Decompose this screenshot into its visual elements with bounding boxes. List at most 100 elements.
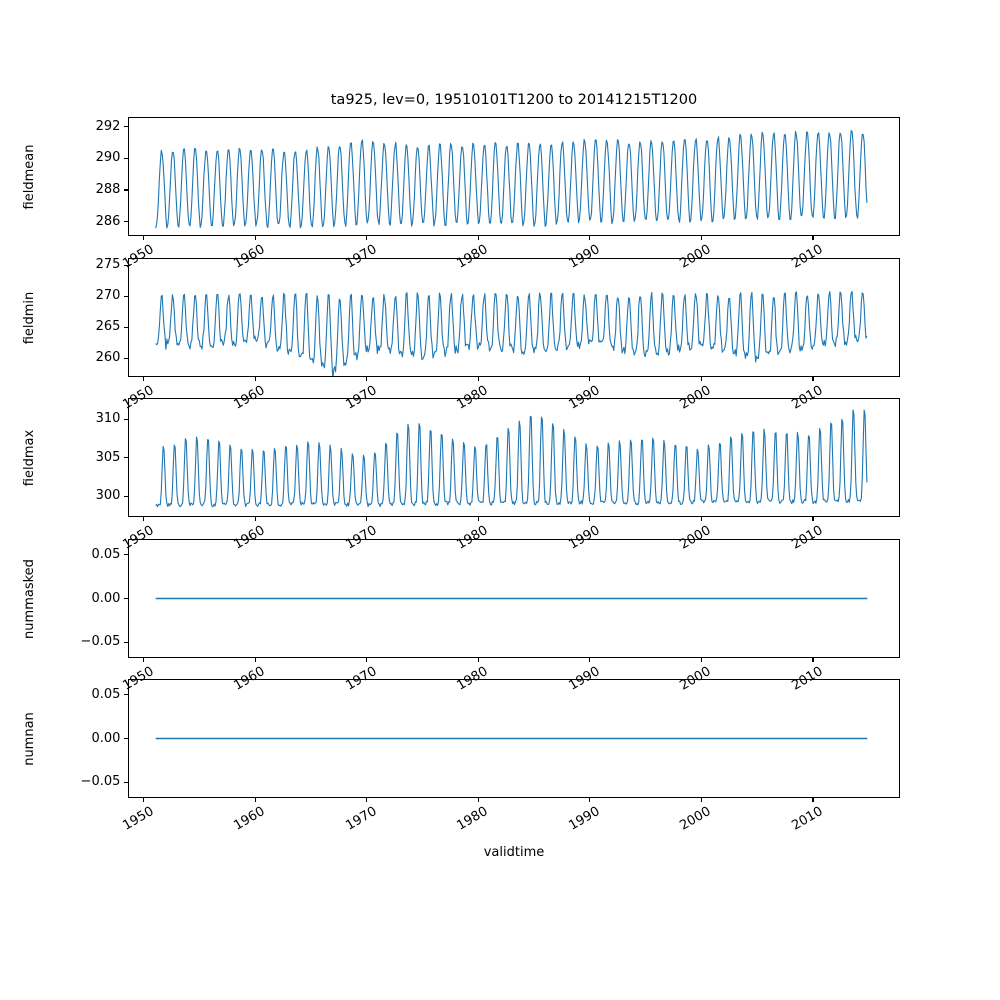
y-tick-label-wrap: 0.05 xyxy=(50,547,120,563)
x-tick-mark xyxy=(812,658,814,662)
y-tick-label-wrap: 292 xyxy=(50,118,121,135)
x-tick-mark xyxy=(254,377,256,381)
y-tick-label-wrap: 265 xyxy=(50,319,121,335)
x-tick-mark xyxy=(254,517,256,521)
x-tick-mark xyxy=(143,798,145,802)
panel-fieldmin xyxy=(128,258,900,377)
y-tick-mark xyxy=(124,495,128,497)
y-tick-mark xyxy=(124,189,128,191)
plot-area-fieldmin xyxy=(129,259,899,376)
y-tick-label-wrap: 270 xyxy=(50,288,121,304)
x-tick-label: 1980 xyxy=(454,804,491,834)
y-tick-label: 0.05 xyxy=(91,686,121,702)
y-tick-label-wrap: 260 xyxy=(50,350,121,366)
x-tick-mark xyxy=(366,658,368,662)
y-tick-mark xyxy=(124,264,128,266)
y-tick-label: 305 xyxy=(95,449,121,465)
y-tick-label-wrap: 0.00 xyxy=(50,731,120,747)
y-tick-mark xyxy=(124,737,128,740)
y-tick-mark xyxy=(124,641,128,643)
x-tick-label: 2010 xyxy=(789,804,826,834)
x-tick-mark xyxy=(143,377,145,381)
y-tick-label-wrap: 286 xyxy=(50,213,121,230)
y-tick-label: 0.00 xyxy=(91,590,121,606)
y-axis-label-fieldmax: fieldmax xyxy=(22,429,38,486)
x-tick-mark xyxy=(254,798,256,802)
y-axis-label-fieldmin: fieldmin xyxy=(22,291,38,344)
y-tick-label: 260 xyxy=(95,350,121,366)
x-tick-mark xyxy=(589,236,591,240)
y-tick-mark xyxy=(124,125,128,128)
x-tick-mark xyxy=(700,517,702,521)
y-tick-mark xyxy=(124,554,128,556)
y-tick-label-wrap: 0.00 xyxy=(50,591,120,607)
x-tick-mark xyxy=(254,658,256,662)
panel-fieldmax xyxy=(128,398,900,517)
x-tick-label: 1950 xyxy=(119,804,157,834)
x-tick-mark xyxy=(589,658,591,662)
y-tick-label: 288 xyxy=(95,181,121,197)
x-tick-label: 2000 xyxy=(677,804,714,834)
figure-title: ta925, lev=0, 19510101T1200 to 20141215T… xyxy=(330,92,698,108)
x-tick-mark xyxy=(589,377,591,381)
x-tick-mark xyxy=(477,658,479,662)
x-tick-mark xyxy=(700,798,702,802)
x-tick-label: 1960 xyxy=(231,804,268,834)
x-tick-mark xyxy=(812,798,814,802)
y-tick-label: −0.05 xyxy=(80,774,121,790)
x-tick-mark xyxy=(477,798,479,802)
panel-fieldmean xyxy=(128,117,900,236)
y-axis-label-fieldmean: fieldmean xyxy=(22,144,38,209)
plot-area-nummasked xyxy=(129,540,899,657)
y-tick-label-wrap: 300 xyxy=(50,488,121,504)
x-tick-mark xyxy=(477,517,479,521)
x-axis-label: validtime xyxy=(483,845,545,860)
x-tick-mark xyxy=(366,798,368,802)
data-line-fieldmin xyxy=(156,291,867,376)
x-tick-mark xyxy=(589,798,591,802)
plot-area-fieldmax xyxy=(129,399,899,516)
y-tick-mark xyxy=(124,357,128,359)
y-tick-mark xyxy=(124,418,128,421)
data-line-fieldmax xyxy=(156,410,867,507)
y-tick-label: −0.05 xyxy=(80,634,121,650)
y-axis-label-nummasked: nummasked xyxy=(22,558,38,639)
y-tick-label-wrap: 305 xyxy=(50,449,121,466)
y-tick-label-wrap: 275 xyxy=(50,257,121,273)
x-tick-mark xyxy=(589,517,591,521)
x-tick-mark xyxy=(700,236,702,240)
x-tick-mark xyxy=(143,517,145,521)
x-tick-mark xyxy=(143,236,145,240)
x-tick-label: 1970 xyxy=(343,804,380,834)
x-tick-mark xyxy=(700,377,702,381)
data-line-fieldmean xyxy=(156,131,867,229)
y-tick-label: 270 xyxy=(95,288,121,304)
y-tick-label: 0.00 xyxy=(91,730,121,746)
y-tick-label: 0.05 xyxy=(91,546,121,562)
y-tick-mark xyxy=(124,781,128,783)
y-tick-label: 292 xyxy=(95,118,121,134)
panel-numnan xyxy=(128,679,900,798)
y-tick-mark xyxy=(124,221,128,223)
y-tick-mark xyxy=(124,295,128,297)
x-tick-mark xyxy=(366,377,368,381)
y-tick-mark xyxy=(124,326,128,328)
plot-area-fieldmean xyxy=(129,118,899,235)
y-tick-mark xyxy=(124,597,128,600)
y-tick-label-wrap: −0.05 xyxy=(50,774,121,790)
x-tick-mark xyxy=(366,236,368,240)
y-tick-label-wrap: 290 xyxy=(50,150,121,166)
y-tick-label: 286 xyxy=(95,213,121,229)
x-tick-mark xyxy=(143,658,145,662)
y-tick-label: 275 xyxy=(95,257,121,273)
y-tick-label-wrap: 0.05 xyxy=(50,687,120,703)
y-tick-label: 310 xyxy=(95,411,121,427)
x-tick-mark xyxy=(812,236,814,240)
x-tick-mark xyxy=(366,517,368,521)
y-tick-label-wrap: 310 xyxy=(50,411,121,427)
y-tick-label-wrap: 288 xyxy=(50,181,121,198)
x-tick-mark xyxy=(477,377,479,381)
y-axis-label-numnan: numnan xyxy=(22,711,38,766)
x-tick-mark xyxy=(700,658,702,662)
panel-nummasked xyxy=(128,539,900,658)
